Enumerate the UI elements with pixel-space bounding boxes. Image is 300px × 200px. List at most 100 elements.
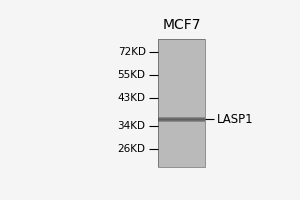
Bar (158, 88, 205, 89)
Bar (158, 159, 205, 160)
Bar (158, 124, 205, 125)
Bar (158, 43, 205, 44)
Bar (158, 90, 205, 91)
Bar (158, 110, 205, 111)
Bar (158, 72, 205, 73)
Bar (158, 147, 205, 148)
Bar (158, 101, 205, 102)
Bar (158, 154, 205, 155)
Bar (158, 85, 205, 86)
Bar (158, 52, 205, 53)
Bar (158, 113, 205, 114)
Bar (158, 111, 205, 112)
Bar (158, 98, 205, 99)
Bar (158, 136, 205, 137)
Bar (158, 109, 205, 110)
Bar (158, 95, 205, 96)
Bar (158, 155, 205, 156)
Bar (158, 65, 205, 66)
Bar (158, 144, 205, 145)
Bar (158, 137, 205, 138)
Bar (158, 128, 205, 129)
Bar (158, 84, 205, 85)
Bar (158, 76, 205, 77)
Bar (158, 161, 205, 162)
Bar (158, 162, 205, 163)
Bar (158, 50, 205, 51)
Bar (158, 151, 205, 152)
Text: LASP1: LASP1 (217, 113, 253, 126)
Bar (158, 48, 205, 49)
Bar (158, 118, 205, 119)
Bar (158, 87, 205, 88)
Bar (158, 39, 205, 167)
Bar (158, 149, 205, 150)
Bar (158, 116, 205, 117)
Bar (158, 126, 205, 127)
Bar (158, 143, 205, 144)
Bar (158, 83, 205, 84)
Bar (158, 81, 205, 82)
Bar (158, 75, 205, 76)
Bar (158, 39, 205, 40)
Bar (158, 106, 205, 107)
Bar (158, 41, 205, 42)
Bar (158, 145, 205, 146)
Bar (158, 131, 205, 132)
Bar (158, 150, 205, 151)
Bar (158, 133, 205, 134)
Bar (158, 91, 205, 92)
Bar (158, 97, 205, 98)
Text: MCF7: MCF7 (162, 18, 201, 32)
Bar (158, 163, 205, 164)
Bar (158, 53, 205, 54)
Bar (158, 117, 205, 118)
Bar (158, 49, 205, 50)
Text: 43KD: 43KD (118, 93, 146, 103)
Bar (158, 42, 205, 43)
Bar (158, 63, 205, 64)
Text: 72KD: 72KD (118, 47, 146, 57)
Bar (158, 156, 205, 157)
Bar (158, 59, 205, 60)
Bar (158, 158, 205, 159)
Bar (158, 127, 205, 128)
Bar (158, 67, 205, 68)
Text: 55KD: 55KD (118, 70, 146, 80)
Bar (158, 47, 205, 48)
Bar (158, 138, 205, 139)
Bar (158, 62, 205, 63)
Bar (158, 93, 205, 94)
Bar (158, 104, 205, 105)
Bar (158, 69, 205, 70)
Bar (158, 164, 205, 165)
Bar (158, 99, 205, 100)
Bar (158, 122, 205, 123)
Bar (158, 140, 205, 141)
Text: 34KD: 34KD (118, 121, 146, 131)
Bar (158, 70, 205, 71)
Bar (158, 119, 205, 120)
Bar (158, 115, 205, 116)
Bar (158, 44, 205, 45)
Bar (158, 125, 205, 126)
Bar (158, 166, 205, 167)
Bar (158, 132, 205, 133)
Bar (158, 146, 205, 147)
Bar (158, 135, 205, 136)
Bar (158, 114, 205, 115)
Bar (158, 134, 205, 135)
Bar (158, 58, 205, 59)
Bar (158, 92, 205, 93)
Text: 26KD: 26KD (118, 144, 146, 154)
Bar (158, 55, 205, 56)
Bar (158, 57, 205, 58)
Bar (158, 66, 205, 67)
Bar (158, 107, 205, 108)
Bar (158, 100, 205, 101)
Bar (158, 71, 205, 72)
Bar (158, 46, 205, 47)
Bar (158, 157, 205, 158)
Bar (158, 68, 205, 69)
Bar (158, 56, 205, 57)
